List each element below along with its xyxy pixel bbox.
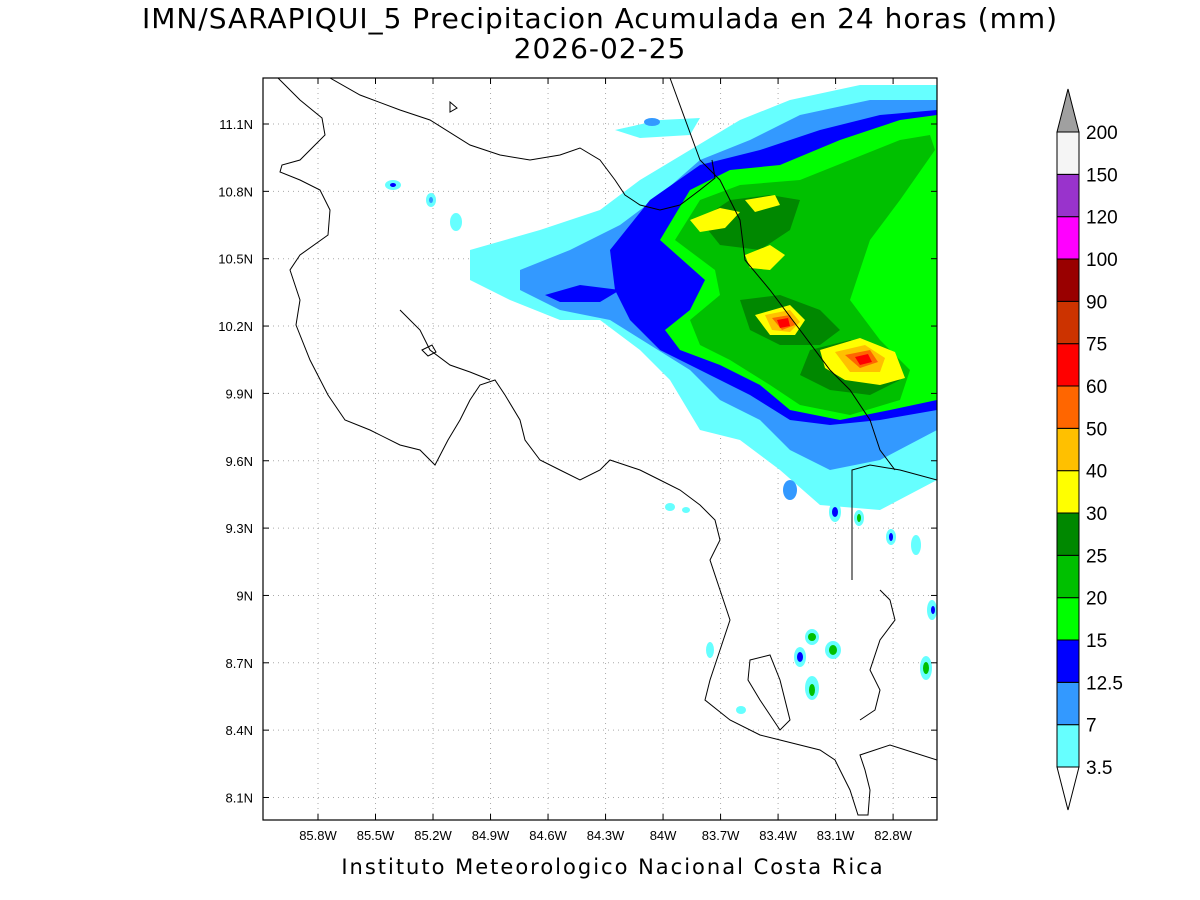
colorbar-label: 75 [1086, 335, 1107, 356]
colorbar-swatch [1056, 343, 1080, 387]
lat-tick-label: 9N [236, 588, 253, 603]
lon-tick-label: 84.9W [472, 828, 510, 843]
lon-tick-label: 85.2W [414, 828, 452, 843]
colorbar-label: 7 [1086, 716, 1097, 737]
colorbar-label: 150 [1086, 165, 1118, 186]
lat-tick-label: 10.2N [218, 319, 253, 334]
lon-tick-label: 83.7W [702, 828, 740, 843]
lat-tick-label: 10.8N [218, 184, 253, 199]
lat-tick-label: 9.9N [226, 386, 253, 401]
colorbar-swatch [1056, 554, 1080, 599]
colorbar-swatch [1056, 300, 1080, 345]
colorbar-label: 200 [1086, 123, 1118, 144]
colorbar-label: 100 [1086, 250, 1118, 271]
coastline-outline [277, 78, 937, 816]
precipitation-field [385, 85, 937, 714]
lat-tick-label: 9.3N [226, 521, 253, 536]
lon-tick-label: 84.3W [587, 828, 625, 843]
colorbar-swatch [1056, 173, 1080, 218]
lat-tick-label: 10.5N [218, 252, 253, 267]
lon-tick-label: 84.6W [529, 828, 567, 843]
lon-tick-label: 85.5W [357, 828, 395, 843]
colorbar-swatch [1056, 639, 1080, 683]
colorbar-under-arrow [1056, 766, 1080, 811]
lon-tick-label: 85.8W [299, 828, 337, 843]
institution-credit: Instituto Meteorologico Nacional Costa R… [341, 855, 885, 879]
colorbar-label: 20 [1086, 589, 1107, 610]
colorbar: 3.5 7 12.5 15 20 25 30 40 50 60 75 90 100 120 150 200 [1056, 88, 1123, 811]
colorbar-over-arrow [1056, 88, 1080, 133]
lon-tick-label: 82.8W [874, 828, 912, 843]
colorbar-swatch [1056, 427, 1080, 472]
map-title: IMN/SARAPIQUI_5 Precipitacion Acumulada … [141, 2, 1059, 35]
colorbar-label: 25 [1086, 546, 1107, 567]
lat-tick-label: 8.4N [226, 723, 253, 738]
colorbar-label: 15 [1086, 631, 1107, 652]
lon-tick-label: 83.4W [759, 828, 797, 843]
colorbar-label: 50 [1086, 419, 1107, 440]
colorbar-swatch [1056, 216, 1080, 260]
colorbar-swatch [1056, 681, 1080, 726]
national-border [669, 78, 896, 471]
colorbar-swatch [1056, 597, 1080, 641]
lon-tick-label: 84W [650, 828, 677, 843]
axis-ticks: 85.8W 85.5W 85.2W 84.9W 84.6W 84.3W 84W 83.7W 83… [218, 78, 937, 843]
colorbar-label: 60 [1086, 377, 1107, 398]
colorbar-swatch [1056, 512, 1080, 556]
colorbar-label: 120 [1086, 208, 1118, 229]
lat-tick-label: 11.1N [219, 117, 253, 132]
lat-tick-label: 9.6N [226, 454, 253, 469]
colorbar-label: 12.5 [1086, 673, 1123, 694]
map-date: 2026-02-25 [513, 32, 687, 65]
colorbar-label: 40 [1086, 462, 1107, 483]
lon-tick-label: 83.1W [817, 828, 855, 843]
colorbar-label: 30 [1086, 504, 1107, 525]
map-frame [262, 77, 938, 821]
colorbar-label: 3.5 [1086, 758, 1112, 779]
colorbar-swatch [1056, 258, 1080, 302]
colorbar-swatch [1056, 385, 1080, 429]
colorbar-swatch [1056, 470, 1080, 514]
lat-tick-label: 8.7N [226, 656, 253, 671]
lat-tick-label: 8.1N [226, 791, 253, 806]
colorbar-label: 90 [1086, 292, 1107, 313]
colorbar-swatch [1056, 131, 1080, 175]
colorbar-swatch [1056, 724, 1080, 768]
